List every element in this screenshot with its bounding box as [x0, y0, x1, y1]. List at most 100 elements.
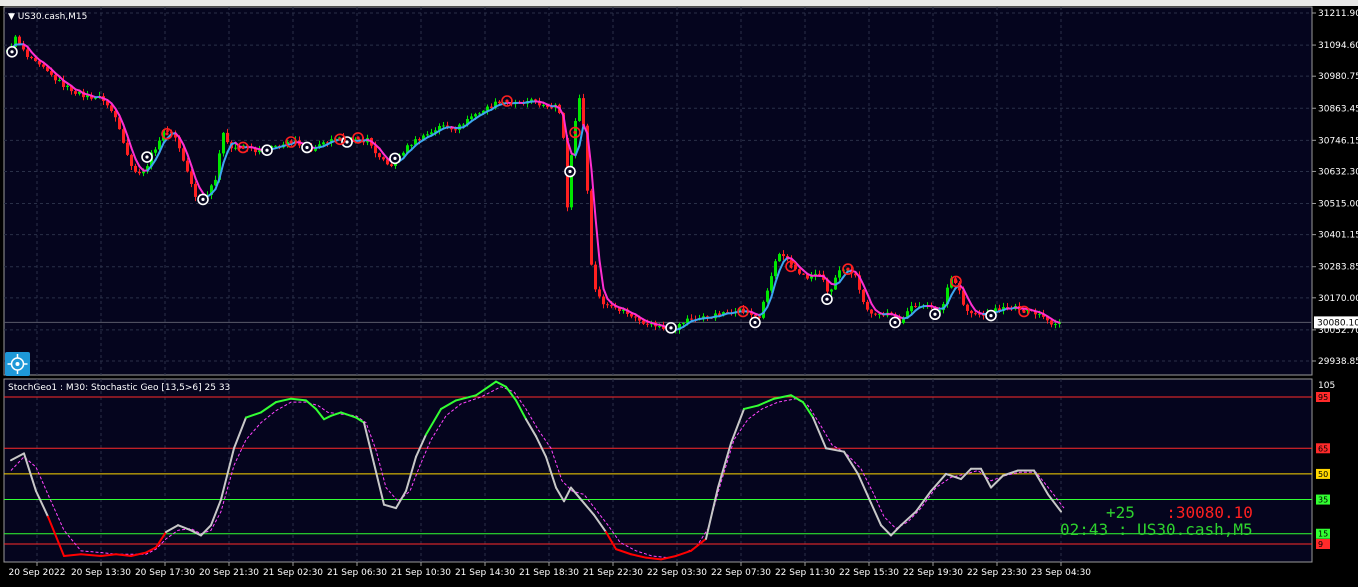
trading-app-icon[interactable] — [5, 352, 30, 376]
candle-body — [54, 75, 57, 80]
candle-body — [550, 107, 553, 108]
candle-body — [130, 155, 133, 166]
buy-signal-dot — [201, 198, 204, 201]
sell-signal-dot — [165, 132, 168, 135]
candle-body — [226, 133, 229, 142]
candle-body — [646, 324, 649, 325]
candle-body — [166, 130, 169, 132]
time-tick-label: 20 Sep 2022 — [8, 568, 65, 578]
candle-body — [970, 311, 973, 313]
candle-body — [782, 254, 785, 256]
price-tick-label: 30401.15 — [1318, 231, 1358, 241]
buy-signal-dot — [305, 146, 308, 149]
timer-readout: 02:43 : US30.cash,M5 — [1060, 520, 1253, 539]
price-tick-label: 29938.85 — [1318, 357, 1358, 367]
price-tick-label: 30632.30 — [1318, 167, 1358, 177]
time-tick-label: 21 Sep 14:30 — [455, 568, 515, 578]
candle-body — [58, 80, 61, 81]
candle-body — [74, 91, 77, 94]
symbol-timeframe: US30.cash,M5 — [1137, 520, 1253, 539]
time-tick-label: 21 Sep 06:30 — [327, 568, 387, 578]
candle-body — [594, 265, 597, 290]
candle-body — [542, 105, 545, 106]
time-tick-label: 22 Sep 03:30 — [647, 568, 707, 578]
candle-body — [470, 116, 473, 119]
buy-signal-dot — [825, 298, 828, 301]
candle-body — [774, 261, 777, 276]
time-tick-label: 22 Sep 23:30 — [967, 568, 1027, 578]
time-tick-label: 21 Sep 18:30 — [519, 568, 579, 578]
time-tick-label: 20 Sep 21:30 — [199, 568, 259, 578]
candle-body — [126, 143, 129, 155]
indicator-label: StochGeo1 : M30: Stochastic Geo [13,5>6]… — [8, 383, 230, 393]
candle-body — [142, 171, 145, 173]
dropdown-triangle-icon[interactable]: ▼ — [8, 12, 15, 22]
candle-body — [590, 191, 593, 265]
time-tick-label: 20 Sep 17:30 — [135, 568, 195, 578]
level-tag-label-95: 95 — [1318, 393, 1328, 402]
candle-body — [194, 184, 197, 197]
candle-body — [134, 166, 137, 172]
candle-body — [190, 171, 193, 183]
sell-signal-dot — [356, 136, 359, 139]
price-tick-label: 31211.90 — [1318, 9, 1358, 19]
candle-body — [830, 289, 833, 291]
time-tick-label: 20 Sep 13:30 — [71, 568, 131, 578]
candle-body — [818, 274, 821, 275]
candle-body — [426, 134, 429, 135]
candle-body — [474, 114, 477, 116]
buy-signal-dot — [345, 140, 348, 143]
price-tick-label: 30170.00 — [1318, 294, 1358, 304]
price-tick-label: 30515.00 — [1318, 200, 1358, 210]
candle-body — [498, 102, 501, 103]
buy-signal-dot — [393, 157, 396, 160]
level-tag-label-35: 35 — [1318, 496, 1328, 505]
candle-body — [630, 314, 633, 317]
time-tick-label: 22 Sep 15:30 — [839, 568, 899, 578]
candle-body — [1054, 324, 1057, 325]
sell-signal-dot — [789, 265, 792, 268]
candle-body — [578, 98, 581, 121]
candle-body — [798, 269, 801, 273]
candle-body — [182, 148, 185, 160]
level-tag-label-15: 15 — [1318, 530, 1328, 539]
candle-body — [690, 319, 693, 320]
price-tick-label: 31094.60 — [1318, 41, 1358, 51]
price-panel-background — [4, 7, 1312, 375]
candle-body — [454, 129, 457, 130]
price-tick-label: 30746.15 — [1318, 136, 1358, 146]
sell-signal-dot — [505, 99, 508, 102]
candle-body — [222, 133, 225, 154]
candle-body — [402, 153, 405, 156]
symbol-label[interactable]: ▼ US30.cash,M15 — [8, 12, 87, 22]
candle-body — [582, 98, 585, 126]
candle-body — [442, 126, 445, 127]
candle-body — [186, 161, 189, 172]
bar-timer: 02:43 — [1060, 520, 1108, 539]
level-tag-label-9: 9 — [1318, 540, 1323, 549]
candle-body — [378, 153, 381, 157]
candle-body — [66, 86, 69, 87]
time-tick-label: 22 Sep 11:30 — [775, 568, 835, 578]
timer-separator: : — [1118, 520, 1128, 539]
candle-body — [1050, 320, 1053, 324]
level-tag-label-65: 65 — [1318, 444, 1328, 453]
candle-body — [874, 314, 877, 315]
sell-signal-dot — [954, 280, 957, 283]
candle-body — [770, 276, 773, 290]
candle-body — [862, 290, 865, 302]
sell-signal-dot — [338, 138, 341, 141]
price-panel[interactable] — [4, 7, 1312, 375]
candle-body — [418, 139, 421, 140]
buy-signal-dot — [265, 149, 268, 152]
candle-body — [390, 164, 393, 166]
candle-body — [234, 148, 237, 149]
buy-signal-dot — [753, 321, 756, 324]
candle-body — [122, 129, 125, 143]
candle-body — [154, 149, 157, 152]
sell-signal-dot — [741, 310, 744, 313]
candle-body — [18, 37, 21, 44]
buy-signal-dot — [568, 170, 571, 173]
candle-body — [606, 304, 609, 305]
